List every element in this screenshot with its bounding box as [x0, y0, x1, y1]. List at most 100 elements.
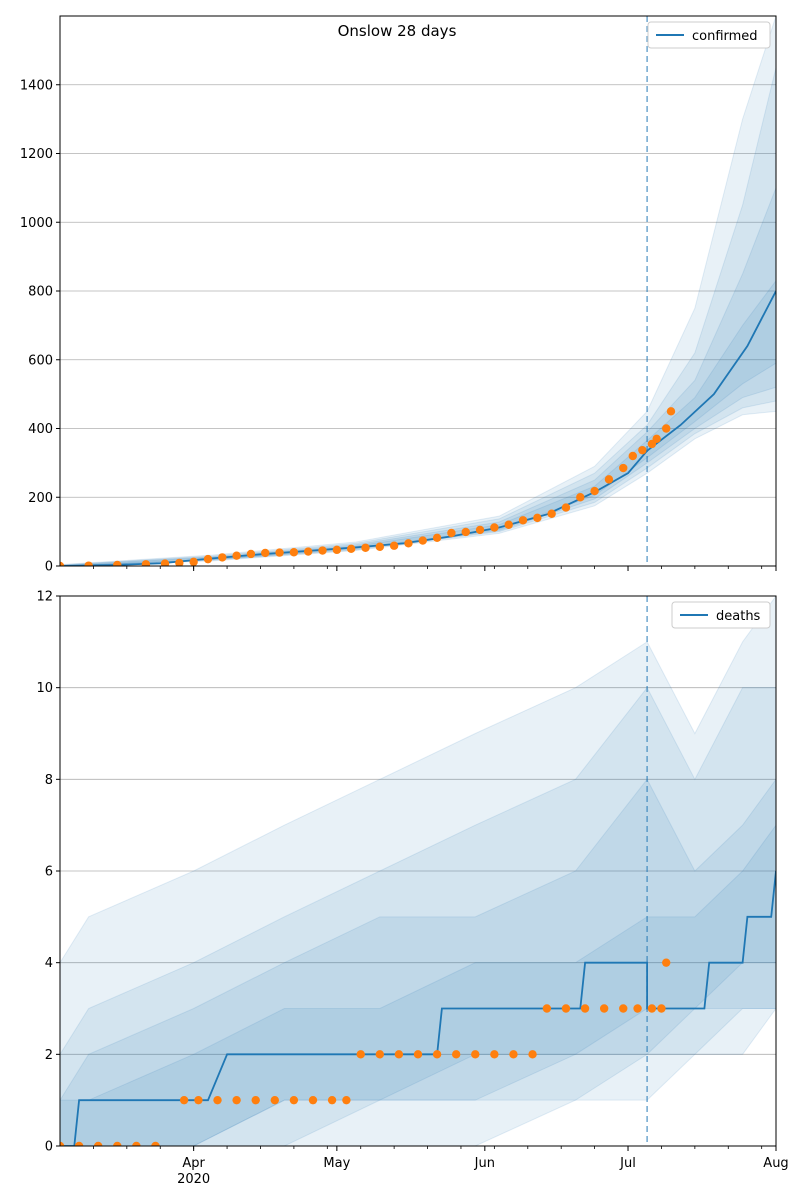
uncertainty-band: [60, 686, 776, 1146]
observed-point: [394, 1050, 404, 1059]
plot-area: [60, 596, 776, 1146]
y-tick-label: 2: [45, 1048, 53, 1063]
observed-point: [542, 1004, 552, 1013]
observed-point: [561, 1004, 571, 1013]
observed-point: [327, 1095, 337, 1105]
observed-point: [490, 523, 499, 532]
observed-point: [342, 1095, 351, 1105]
observed-point: [175, 558, 184, 566]
observed-point: [418, 536, 427, 545]
observed-point: [619, 1004, 628, 1013]
legend: confirmed: [647, 21, 771, 49]
observed-point: [619, 463, 628, 473]
observed-point: [113, 1141, 122, 1146]
observed-point: [113, 560, 122, 566]
observed-point: [132, 1141, 141, 1146]
observed-point: [504, 520, 513, 529]
observed-point: [447, 528, 456, 538]
observed-point: [471, 1050, 480, 1059]
observed-point: [151, 1141, 160, 1146]
y-tick-label: 0: [45, 560, 53, 575]
observed-point: [304, 547, 313, 556]
observed-point: [318, 546, 327, 555]
observed-point: [662, 424, 671, 433]
observed-point: [84, 561, 93, 566]
x-tick-label: May: [323, 1156, 350, 1171]
observed-point: [647, 1004, 657, 1013]
uncertainty-band: [60, 824, 776, 1146]
observed-point: [289, 548, 299, 557]
observed-point: [356, 1050, 365, 1059]
y-tick-label: 200: [28, 491, 53, 506]
observed-point: [528, 1050, 537, 1059]
legend-label: confirmed: [692, 29, 758, 44]
legend-box: [671, 601, 771, 629]
observed-point: [218, 553, 227, 562]
observed-point: [576, 493, 585, 502]
uncertainty-band: [60, 16, 776, 566]
observed-point: [375, 542, 385, 551]
uncertainty-band: [60, 187, 776, 566]
observed-point: [270, 1095, 279, 1105]
observed-point: [628, 451, 637, 461]
legend: deaths: [671, 601, 771, 629]
y-tick-label: 1400: [20, 78, 53, 93]
observed-point: [179, 1095, 189, 1105]
observed-point: [194, 1095, 203, 1105]
observed-point: [509, 1050, 518, 1059]
y-tick-label: 600: [28, 353, 53, 368]
observed-point: [432, 1050, 442, 1059]
observed-point: [633, 1004, 642, 1013]
observed-point: [346, 544, 356, 554]
observed-point: [60, 561, 65, 566]
uncertainty-band: [60, 67, 776, 566]
observed-point: [652, 434, 661, 444]
observed-point: [189, 557, 198, 566]
observed-point: [547, 509, 556, 518]
figure-title: Onslow 28 days: [338, 22, 457, 40]
observed-point: [590, 486, 599, 496]
observed-point: [561, 503, 571, 512]
legend-label: deaths: [716, 609, 761, 624]
y-tick-label: 12: [36, 590, 53, 605]
uncertainty-band: [60, 279, 776, 566]
observed-point: [289, 1095, 299, 1105]
y-tick-label: 6: [45, 865, 53, 880]
observed-point: [475, 525, 485, 535]
observed-point: [251, 1095, 260, 1105]
observed-point: [74, 1141, 84, 1146]
observed-point: [93, 1141, 103, 1146]
observed-point: [518, 516, 528, 525]
observed-point: [580, 1004, 590, 1013]
observed-point: [604, 475, 614, 484]
observed-point: [203, 554, 213, 564]
observed-point: [246, 549, 256, 559]
observed-point: [533, 513, 542, 523]
y-tick-label: 4: [45, 956, 53, 971]
observed-point: [413, 1050, 423, 1059]
observed-point: [213, 1095, 222, 1105]
y-tick-label: 800: [28, 285, 53, 300]
observed-point: [375, 1050, 385, 1059]
observed-point: [662, 958, 671, 967]
observed-point: [232, 551, 241, 560]
observed-point: [232, 1095, 241, 1105]
observed-point: [361, 543, 370, 552]
observed-point: [638, 445, 647, 455]
y-tick-label: 1000: [20, 216, 53, 231]
uncertainty-band: [60, 596, 776, 1146]
observed-point: [404, 539, 413, 548]
observed-point: [666, 407, 676, 416]
observed-point: [60, 1141, 65, 1146]
y-tick-label: 8: [45, 773, 53, 788]
observed-point: [490, 1050, 499, 1059]
observed-point: [332, 545, 342, 555]
observed-point: [261, 548, 270, 558]
observed-point: [389, 541, 399, 550]
y-tick-label: 400: [28, 422, 53, 437]
confirmed-panel: 0 200 400 600 800 1000 1200 1400 confirmed: [20, 15, 777, 575]
y-tick-label: 10: [36, 681, 53, 696]
x-tick-sublabel: 2020: [177, 1172, 210, 1187]
